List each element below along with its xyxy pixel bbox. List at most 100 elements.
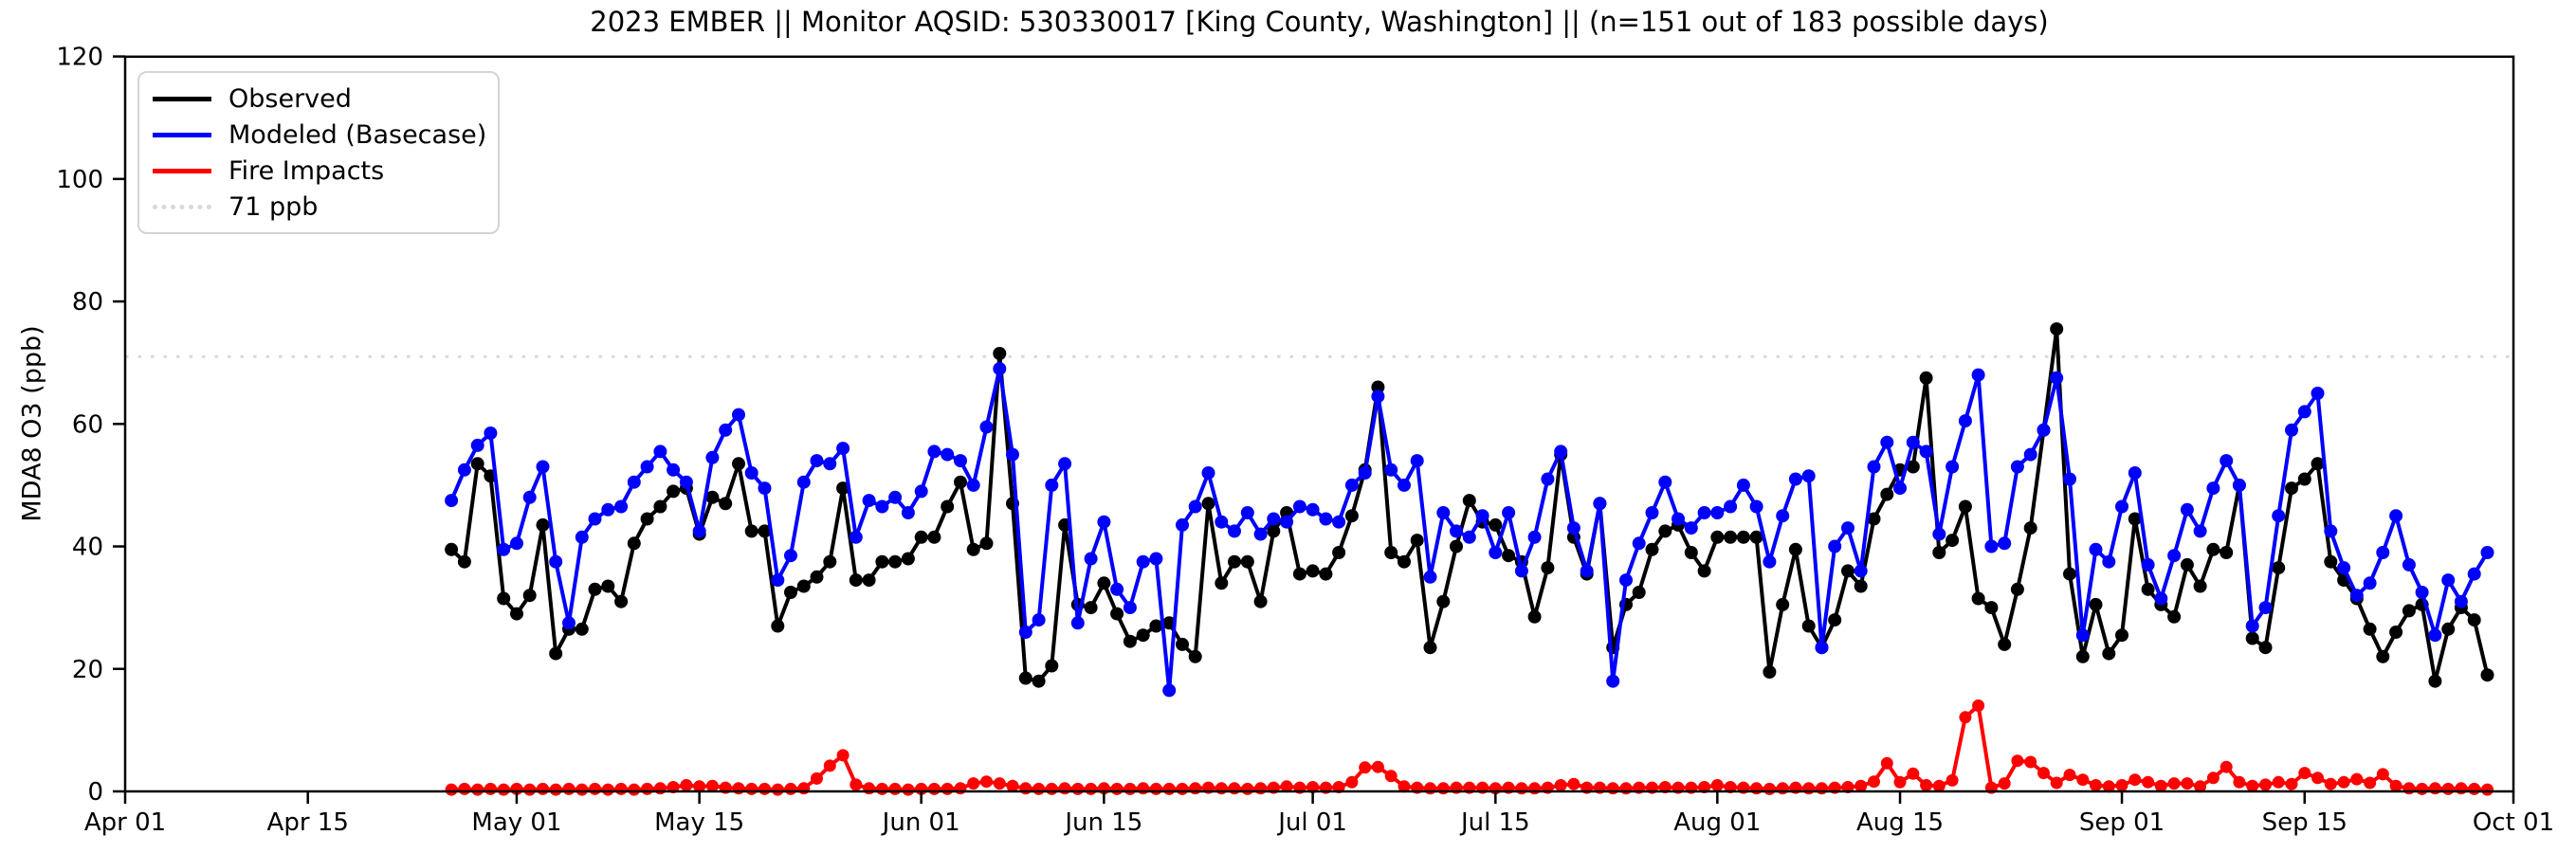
legend-item-modeled: Modeled (Basecase) (153, 118, 486, 151)
data-point (628, 783, 641, 796)
data-point (2363, 622, 2377, 636)
data-point (2311, 387, 2325, 400)
data-point (2441, 622, 2456, 636)
data-point (1515, 782, 1528, 795)
data-point (641, 782, 654, 795)
data-point (1110, 782, 1124, 795)
data-point (1815, 641, 1829, 655)
data-point (941, 782, 954, 795)
chart-title: 2023 EMBER || Monitor AQSID: 530330017 [… (590, 6, 2049, 38)
data-point (1371, 380, 1385, 394)
data-point (1084, 552, 1098, 566)
data-point (484, 426, 498, 440)
data-point (1527, 530, 1542, 544)
data-point (2050, 776, 2063, 789)
data-point (2050, 322, 2064, 336)
data-point (2349, 589, 2364, 603)
data-point (1776, 782, 1789, 795)
data-point (1019, 782, 1032, 795)
data-point (445, 783, 458, 796)
data-point (1058, 457, 1072, 471)
data-point (1398, 478, 1411, 492)
x-tick-label: Sep 01 (2079, 808, 2165, 837)
y-axis-label: MDA8 O3 (ppb) (17, 325, 47, 522)
data-point (2416, 782, 2429, 795)
data-point (1776, 509, 1790, 523)
fire-impacts-line-swatch (153, 168, 211, 173)
data-point (2194, 780, 2207, 793)
data-point (771, 573, 785, 588)
data-point (1854, 779, 1868, 792)
data-point (1972, 699, 1985, 712)
y-tick-label: 100 (56, 166, 103, 194)
data-point (1528, 782, 1542, 795)
data-point (1436, 506, 1451, 519)
data-point (653, 445, 667, 459)
data-point (1462, 494, 1476, 508)
data-point (1828, 613, 1842, 627)
data-point (1123, 634, 1137, 648)
data-point (2141, 582, 2155, 596)
data-point (562, 782, 575, 795)
data-point (2376, 546, 2390, 559)
data-point (719, 423, 733, 437)
data-point (1085, 782, 1098, 795)
data-point (862, 573, 876, 588)
data-point (1006, 779, 1019, 792)
data-point (1306, 564, 1320, 578)
data-point (836, 481, 850, 496)
data-point (1241, 782, 1254, 795)
data-point (497, 783, 510, 796)
data-point (627, 475, 641, 489)
x-tick-label: Jun 15 (1063, 808, 1142, 837)
data-point (1215, 576, 1229, 590)
data-point (458, 782, 471, 795)
data-point (1359, 761, 1372, 774)
data-point (1958, 499, 1972, 514)
data-point (2467, 613, 2481, 627)
data-point (510, 536, 523, 551)
data-point (2193, 579, 2207, 593)
data-point (980, 775, 993, 789)
x-tick-label: Aug 01 (1673, 808, 1761, 837)
data-point (1228, 782, 1241, 795)
data-point (875, 554, 889, 569)
data-point (2102, 554, 2116, 569)
data-point (2023, 447, 2037, 462)
data-point (1084, 601, 1098, 615)
y-tick-label: 40 (72, 534, 103, 562)
data-point (1292, 499, 1306, 514)
data-point (2010, 460, 2024, 474)
data-point (1619, 782, 1633, 795)
data-point (1097, 576, 1111, 590)
data-point (1267, 524, 1281, 538)
data-point (549, 554, 563, 569)
data-point (2063, 472, 2076, 486)
data-point (1606, 674, 1620, 688)
data-point (1776, 597, 1790, 611)
data-point (732, 782, 745, 795)
data-point (2389, 626, 2403, 639)
data-point (549, 646, 563, 661)
data-point (1110, 582, 1124, 596)
data-point (1971, 591, 1985, 606)
data-point (2376, 649, 2390, 663)
data-point (2389, 509, 2403, 523)
data-point (2376, 768, 2389, 781)
data-point (2428, 782, 2441, 795)
data-point (1045, 782, 1058, 795)
data-point (588, 582, 602, 596)
data-point (1749, 499, 1763, 514)
data-point (1176, 637, 1189, 651)
data-point (966, 542, 980, 556)
data-point (1724, 530, 1738, 544)
data-point (1319, 512, 1333, 526)
data-point (810, 454, 824, 468)
data-point (2311, 771, 2324, 785)
data-point (823, 457, 837, 471)
data-point (811, 771, 823, 785)
legend-label-observed: Observed (228, 83, 352, 114)
data-point (1816, 782, 1828, 795)
data-point (797, 782, 811, 795)
